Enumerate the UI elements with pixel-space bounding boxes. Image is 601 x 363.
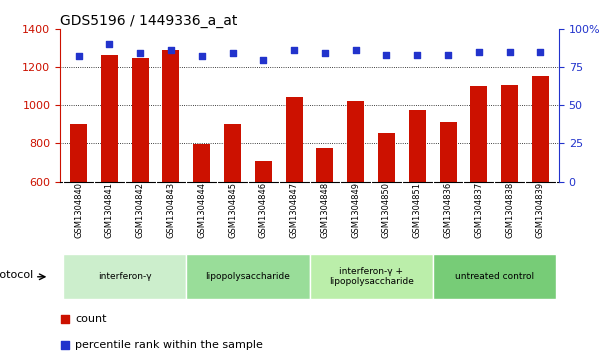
Point xyxy=(258,57,268,62)
Bar xyxy=(471,86,487,182)
Point xyxy=(382,52,391,58)
Text: GSM1304847: GSM1304847 xyxy=(290,182,299,238)
Text: GSM1304851: GSM1304851 xyxy=(413,182,422,237)
Point xyxy=(444,52,453,58)
Text: GSM1304848: GSM1304848 xyxy=(320,182,329,238)
Bar xyxy=(347,101,364,182)
Bar xyxy=(378,133,395,182)
Point xyxy=(289,48,299,53)
Point xyxy=(412,52,422,58)
Bar xyxy=(255,162,272,182)
Text: GSM1304845: GSM1304845 xyxy=(228,182,237,237)
Bar xyxy=(132,58,148,182)
Text: GSM1304844: GSM1304844 xyxy=(197,182,206,237)
Text: GSM1304839: GSM1304839 xyxy=(536,182,545,238)
Point xyxy=(505,49,514,55)
Bar xyxy=(70,124,87,182)
Text: lipopolysaccharide: lipopolysaccharide xyxy=(206,272,290,281)
Bar xyxy=(409,110,426,182)
Text: GSM1304837: GSM1304837 xyxy=(474,182,483,238)
Bar xyxy=(224,124,241,182)
Bar xyxy=(501,85,518,182)
Text: protocol: protocol xyxy=(0,269,33,280)
Text: GSM1304840: GSM1304840 xyxy=(74,182,83,237)
Text: GSM1304838: GSM1304838 xyxy=(505,182,514,238)
Text: interferon-γ: interferon-γ xyxy=(98,272,151,281)
Point xyxy=(166,48,175,53)
Text: untreated control: untreated control xyxy=(455,272,534,281)
Bar xyxy=(194,144,210,182)
Bar xyxy=(186,254,310,299)
Text: percentile rank within the sample: percentile rank within the sample xyxy=(75,340,263,350)
Bar xyxy=(439,122,457,182)
Bar xyxy=(101,55,118,182)
Point xyxy=(350,200,359,206)
Point xyxy=(474,49,484,55)
Bar xyxy=(63,254,186,299)
Point xyxy=(535,49,545,55)
Point xyxy=(105,41,114,47)
Text: GSM1304841: GSM1304841 xyxy=(105,182,114,237)
Bar xyxy=(317,148,334,182)
Text: GSM1304836: GSM1304836 xyxy=(444,182,453,238)
Text: GSM1304846: GSM1304846 xyxy=(259,182,268,238)
Text: count: count xyxy=(75,314,106,324)
Text: GSM1304842: GSM1304842 xyxy=(136,182,145,237)
Text: GSM1304843: GSM1304843 xyxy=(166,182,175,238)
Bar xyxy=(310,254,433,299)
Text: interferon-γ +
lipopolysaccharide: interferon-γ + lipopolysaccharide xyxy=(329,267,413,286)
Bar xyxy=(285,97,302,182)
Text: GDS5196 / 1449336_a_at: GDS5196 / 1449336_a_at xyxy=(60,14,237,28)
Point xyxy=(320,50,330,56)
Text: GSM1304849: GSM1304849 xyxy=(351,182,360,237)
Point xyxy=(197,54,207,60)
Point xyxy=(74,54,84,60)
Point xyxy=(351,48,361,53)
Bar xyxy=(532,76,549,182)
Bar xyxy=(162,50,180,182)
Point xyxy=(228,50,237,56)
Point xyxy=(135,50,145,56)
Text: GSM1304850: GSM1304850 xyxy=(382,182,391,237)
Bar xyxy=(433,254,556,299)
